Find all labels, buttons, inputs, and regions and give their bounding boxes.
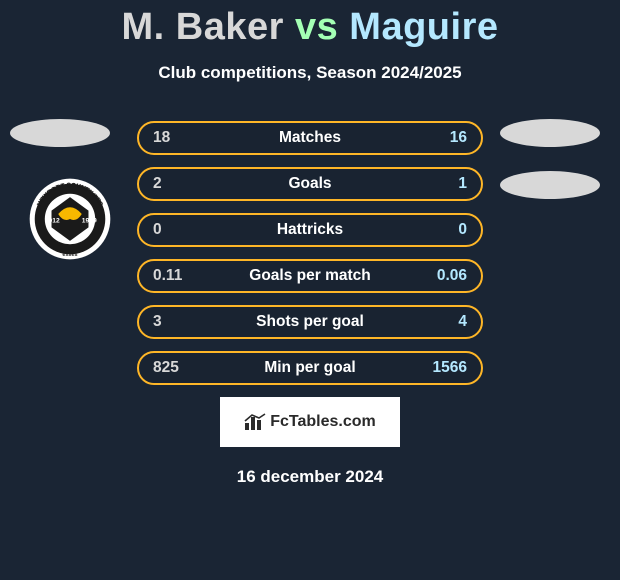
stat-left-value: 2 (153, 175, 197, 193)
stat-right-value: 0 (423, 221, 467, 239)
stat-label: Goals (288, 175, 331, 193)
content-area: 1912 1989 exiles NEWPORT COUNTY AFC NEWP… (0, 121, 620, 487)
player2-name: Maguire (349, 6, 498, 48)
stat-right-value: 1566 (423, 359, 467, 377)
comparison-title: M. Baker vs Maguire (0, 0, 620, 49)
stat-right-value: 0.06 (423, 267, 467, 285)
stat-label: Min per goal (264, 359, 355, 377)
stat-left-value: 3 (153, 313, 197, 331)
date-text: 16 december 2024 (0, 467, 620, 487)
svg-text:1989: 1989 (82, 217, 97, 224)
bars-icon (244, 413, 266, 431)
stat-label: Goals per match (249, 267, 370, 285)
stat-left-value: 0 (153, 221, 197, 239)
stat-row: 2 Goals 1 (137, 167, 483, 201)
subtitle: Club competitions, Season 2024/2025 (0, 63, 620, 83)
stat-row: 0 Hattricks 0 (137, 213, 483, 247)
stat-row: 3 Shots per goal 4 (137, 305, 483, 339)
stat-label: Shots per goal (256, 313, 364, 331)
stat-row: 825 Min per goal 1566 (137, 351, 483, 385)
svg-text:1912: 1912 (45, 217, 60, 224)
stat-left-value: 825 (153, 359, 197, 377)
footer-brand-card: FcTables.com (220, 397, 400, 447)
stat-right-value: 4 (423, 313, 467, 331)
player2-logo-placeholder-mid (500, 171, 600, 199)
stat-row: 0.11 Goals per match 0.06 (137, 259, 483, 293)
stat-right-value: 16 (423, 129, 467, 147)
player1-name: M. Baker (121, 6, 283, 48)
stat-row: 18 Matches 16 (137, 121, 483, 155)
stat-label: Hattricks (277, 221, 343, 239)
stat-left-value: 0.11 (153, 267, 197, 285)
club-badge-icon: 1912 1989 exiles NEWPORT COUNTY AFC NEWP… (28, 177, 112, 261)
footer-brand-text: FcTables.com (270, 413, 376, 431)
stat-right-value: 1 (423, 175, 467, 193)
vs-text: vs (295, 6, 338, 48)
svg-text:exiles: exiles (62, 252, 77, 258)
stat-label: Matches (279, 129, 341, 147)
player2-logo-placeholder-top (500, 119, 600, 147)
stat-left-value: 18 (153, 129, 197, 147)
player1-logo-placeholder (10, 119, 110, 147)
